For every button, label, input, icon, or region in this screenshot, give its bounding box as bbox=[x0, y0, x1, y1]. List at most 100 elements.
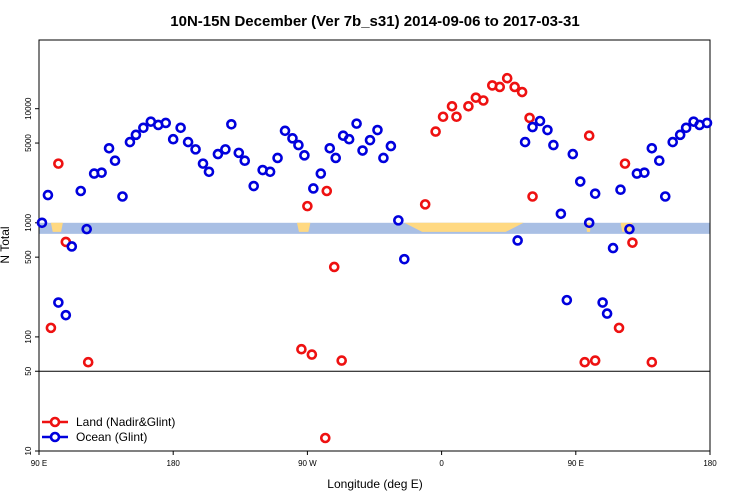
y-tick-label: 10 bbox=[24, 446, 33, 455]
y-tick-label: 100 bbox=[24, 330, 33, 344]
data-point bbox=[674, 129, 686, 141]
x-tick-label: 90 W bbox=[298, 459, 317, 468]
data-point bbox=[399, 253, 410, 265]
y-axis-label: N Total bbox=[0, 226, 12, 263]
data-point bbox=[53, 158, 64, 169]
data-point bbox=[328, 261, 340, 273]
band-fill-region bbox=[404, 222, 524, 232]
data-point bbox=[555, 208, 567, 220]
data-point bbox=[308, 183, 319, 194]
data-point bbox=[561, 294, 573, 306]
data-point bbox=[659, 191, 671, 202]
data-point bbox=[306, 349, 318, 360]
data-point bbox=[53, 297, 64, 308]
data-point bbox=[299, 150, 310, 161]
data-point bbox=[667, 136, 679, 148]
x-tick-label: 90 E bbox=[31, 459, 47, 468]
data-point bbox=[315, 168, 327, 179]
data-point bbox=[494, 81, 506, 93]
data-point bbox=[81, 223, 93, 235]
data-point bbox=[512, 235, 523, 246]
data-point bbox=[646, 356, 658, 368]
data-point bbox=[430, 126, 441, 137]
data-point bbox=[619, 158, 631, 169]
data-point bbox=[534, 115, 546, 127]
data-point bbox=[357, 145, 368, 156]
data-point bbox=[138, 122, 149, 134]
data-point bbox=[109, 155, 121, 167]
data-point bbox=[175, 122, 186, 134]
y-tick-label: 10000 bbox=[24, 97, 33, 120]
data-point bbox=[639, 167, 650, 178]
data-point bbox=[451, 111, 462, 123]
data-point bbox=[343, 133, 355, 145]
legend-label: Land (Nadir&Glint) bbox=[76, 415, 175, 429]
plot-frame bbox=[38, 39, 711, 452]
data-point bbox=[478, 95, 489, 106]
data-point bbox=[646, 142, 658, 154]
data-point bbox=[82, 356, 94, 368]
data-point bbox=[372, 124, 383, 136]
x-tick-label: 180 bbox=[167, 459, 181, 468]
data-point bbox=[393, 215, 404, 226]
band-fill-region bbox=[50, 222, 63, 232]
data-point bbox=[272, 152, 283, 164]
data-point bbox=[527, 121, 538, 133]
data-point bbox=[680, 122, 692, 134]
data-point bbox=[302, 200, 313, 212]
data-point bbox=[607, 242, 619, 254]
data-point bbox=[226, 118, 237, 130]
legend-swatch-marker bbox=[49, 431, 61, 443]
data-point bbox=[42, 189, 54, 201]
data-point bbox=[654, 155, 665, 167]
data-point bbox=[124, 136, 136, 148]
x-axis-label: Longitude (deg E) bbox=[327, 477, 422, 491]
data-point bbox=[66, 241, 78, 252]
y-tick-label: 50 bbox=[24, 366, 33, 375]
data-point bbox=[567, 148, 579, 160]
data-point bbox=[437, 111, 449, 123]
y-tick-label: 5000 bbox=[24, 134, 33, 152]
data-point bbox=[45, 322, 57, 334]
data-point bbox=[501, 72, 513, 84]
data-point bbox=[293, 139, 304, 151]
legend-swatch-marker bbox=[49, 416, 61, 428]
data-point bbox=[182, 136, 194, 148]
data-point bbox=[583, 217, 595, 229]
data-point bbox=[220, 144, 231, 155]
chart-title: 10N-15N December (Ver 7b_s31) 2014-09-06… bbox=[170, 13, 579, 30]
data-point bbox=[516, 86, 528, 98]
reference-band bbox=[39, 222, 710, 234]
data-point bbox=[524, 112, 535, 124]
data-point bbox=[615, 184, 626, 196]
band-fill-region bbox=[296, 222, 311, 232]
data-point bbox=[117, 191, 128, 202]
y-tick-label: 1000 bbox=[24, 213, 33, 231]
data-point bbox=[167, 133, 179, 145]
data-point bbox=[160, 117, 172, 129]
data-point bbox=[519, 136, 531, 148]
data-point bbox=[351, 118, 362, 129]
data-point bbox=[75, 185, 87, 197]
data-point bbox=[279, 125, 291, 137]
data-point bbox=[624, 223, 635, 235]
data-point bbox=[419, 199, 431, 210]
data-point bbox=[96, 167, 107, 178]
data-point bbox=[378, 152, 389, 164]
data-point bbox=[239, 155, 251, 167]
data-point bbox=[527, 191, 538, 202]
data-point bbox=[296, 343, 307, 355]
data-point bbox=[190, 144, 201, 155]
data-point bbox=[60, 309, 72, 321]
data-point bbox=[319, 432, 331, 444]
data-point bbox=[589, 188, 601, 199]
data-point bbox=[212, 148, 224, 160]
data-point bbox=[613, 322, 625, 334]
data-point bbox=[583, 130, 595, 141]
data-point bbox=[701, 117, 713, 129]
data-point bbox=[385, 140, 397, 152]
data-point bbox=[264, 166, 276, 178]
data-point bbox=[248, 180, 260, 192]
legend-label: Ocean (Glint) bbox=[76, 430, 147, 444]
